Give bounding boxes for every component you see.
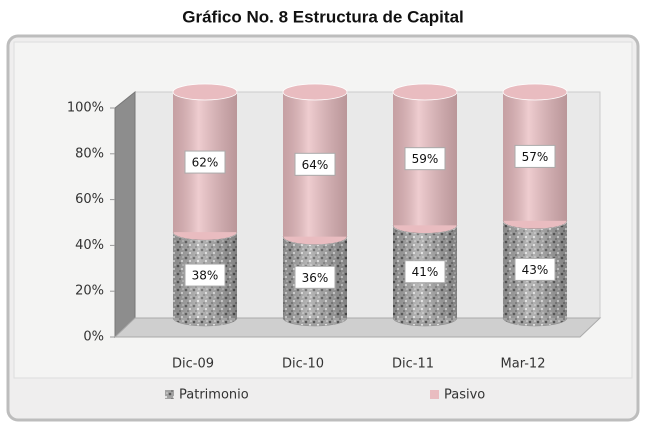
cylinder-cap	[172, 83, 238, 101]
value-label: 62%	[192, 156, 219, 170]
y-tick-label: 0%	[83, 330, 104, 345]
x-tick-label: Dic-11	[392, 357, 434, 372]
value-label: 43%	[522, 263, 549, 277]
cylinder-cap	[282, 83, 348, 101]
value-label-box	[184, 150, 226, 174]
x-tick-label: Dic-10	[282, 357, 324, 372]
value-label: 36%	[302, 271, 329, 285]
value-label-box	[294, 265, 336, 289]
legend-swatch	[165, 390, 174, 399]
y-tick-label: 80%	[75, 146, 104, 161]
value-label-box	[514, 257, 556, 281]
y-tick-label: 60%	[75, 192, 104, 207]
side-wall	[114, 90, 136, 339]
value-label: 41%	[412, 265, 439, 279]
y-tick-label: 20%	[75, 284, 104, 299]
y-tick-label: 40%	[75, 238, 104, 253]
value-label: 59%	[412, 152, 439, 166]
value-label-box	[404, 147, 446, 171]
value-label: 38%	[192, 269, 219, 283]
legend-label: Pasivo	[444, 388, 485, 403]
value-label-box	[514, 144, 556, 168]
value-label-box	[184, 263, 226, 287]
x-tick-label: Mar-12	[501, 357, 546, 372]
value-label-box	[404, 260, 446, 284]
cylinder-cap	[502, 83, 568, 101]
value-label-box	[294, 152, 336, 176]
floor	[113, 317, 602, 338]
legend-swatch	[430, 390, 439, 399]
cylinder-cap	[392, 83, 458, 101]
legend-label: Patrimonio	[179, 388, 249, 403]
y-tick-label: 100%	[67, 101, 104, 116]
value-label: 57%	[522, 150, 549, 164]
x-tick-label: Dic-09	[172, 357, 214, 372]
value-label: 64%	[302, 158, 329, 172]
chart-title: Gráfico No. 8 Estructura de Capital	[182, 7, 464, 26]
